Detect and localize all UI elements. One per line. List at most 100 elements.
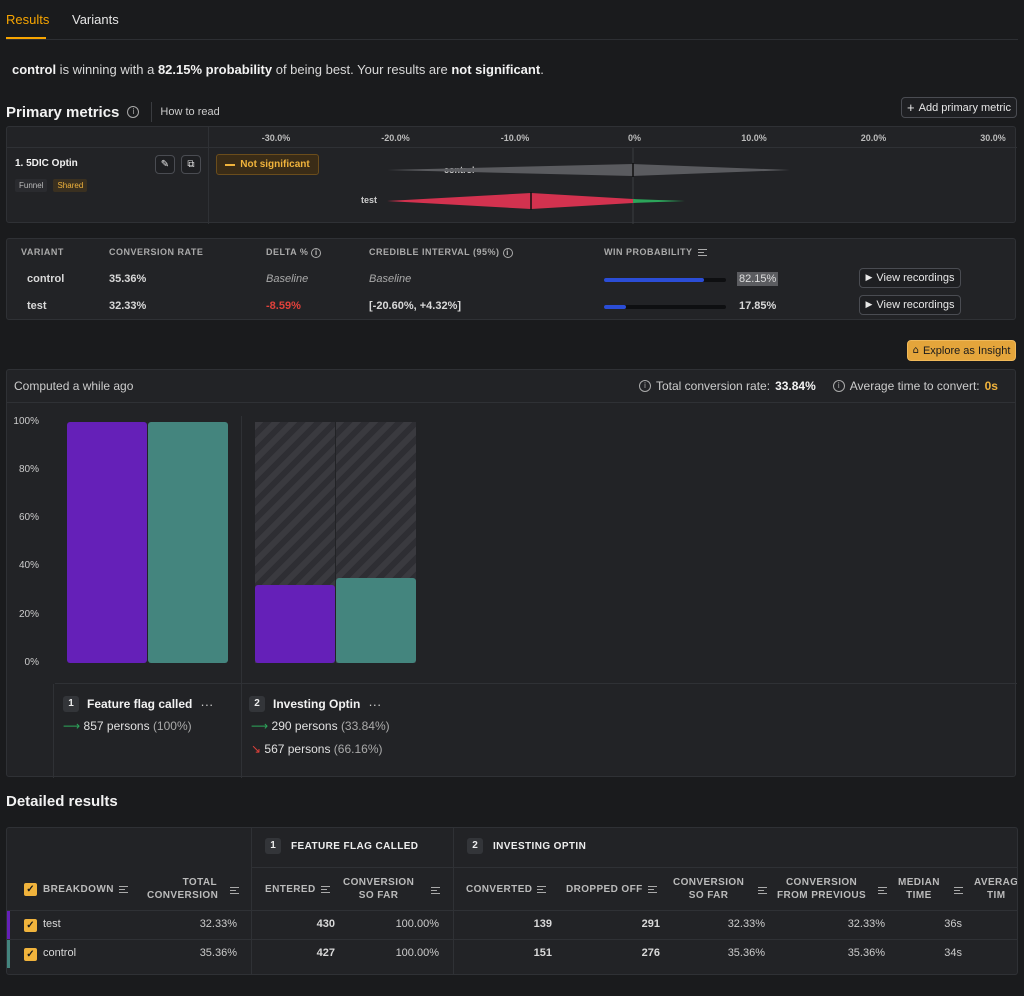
- add-primary-metric-button[interactable]: + Add primary metric: [901, 97, 1017, 118]
- sort-icon[interactable]: [758, 887, 767, 894]
- funnel-bar-test[interactable]: [67, 422, 147, 663]
- col-conversion-from-previous: CONVERSION FROM PREVIOUS: [777, 876, 866, 902]
- computed-label: Computed a while ago: [14, 379, 134, 393]
- view-recordings-button[interactable]: ▶ View recordings: [859, 295, 961, 315]
- select-all-checkbox[interactable]: ✓: [24, 883, 37, 896]
- funnel-panel: Computed a while ago i Total conversion …: [6, 369, 1017, 778]
- tab-variants[interactable]: Variants: [72, 12, 119, 27]
- more-icon[interactable]: ···: [200, 696, 214, 712]
- summary-leader: control: [12, 62, 57, 77]
- axis-tick-label: -10.0%: [500, 133, 530, 143]
- col-entered-label: ENTERED: [265, 884, 316, 895]
- divider: [7, 910, 1017, 911]
- col-variant: VARIANT: [21, 247, 64, 257]
- violin-control: [387, 164, 790, 176]
- axis-tick-label: 10.0%: [741, 133, 767, 143]
- view-recordings-label: View recordings: [876, 299, 955, 311]
- info-icon[interactable]: i: [502, 248, 513, 258]
- row-csf: 35.36%: [727, 947, 765, 959]
- average-time-value: 0s: [984, 379, 998, 393]
- arrow-right-icon: ⟶: [251, 719, 269, 733]
- dash-icon: [225, 163, 236, 166]
- funnel-bar-test[interactable]: [255, 585, 335, 663]
- row-variant: test: [27, 300, 47, 312]
- row-dropped: 291: [641, 918, 660, 930]
- win-probability-bar: [604, 305, 726, 309]
- step-2-dropped: ↘ 567 persons (66.16%): [251, 742, 383, 756]
- axis-tick-label: -20.0%: [381, 133, 410, 143]
- row-win: 82.15%: [737, 272, 779, 286]
- step-name: Feature flag called: [87, 697, 193, 711]
- summary-text-2: of being best. Your results are: [272, 62, 452, 77]
- summary-probability: 82.15% probability: [157, 62, 273, 77]
- row-name: control: [43, 947, 77, 959]
- col-breakdown-label: BREAKDOWN: [43, 884, 114, 895]
- funnel-bar-control[interactable]: [148, 422, 228, 663]
- more-icon[interactable]: ···: [368, 696, 382, 712]
- step-number: 2: [249, 696, 265, 712]
- sort-icon[interactable]: [697, 249, 707, 257]
- info-icon[interactable]: i: [832, 380, 845, 392]
- sort-icon[interactable]: [954, 887, 963, 894]
- sort-icon[interactable]: [118, 885, 128, 893]
- view-recordings-button[interactable]: ▶ View recordings: [859, 268, 961, 288]
- row-win: 17.85%: [739, 300, 777, 312]
- duplicate-metric-button[interactable]: ⧉: [181, 155, 201, 174]
- significance-badge: Not significant: [216, 154, 319, 175]
- how-to-read-link[interactable]: How to read: [160, 106, 220, 118]
- average-time-label: Average time to convert:: [849, 379, 980, 393]
- edit-metric-button[interactable]: ✎: [155, 155, 175, 174]
- tab-results[interactable]: Results: [6, 12, 50, 27]
- row-csf: 32.33%: [727, 918, 765, 930]
- row-cfp: 35.36%: [847, 947, 885, 959]
- row-name: test: [43, 918, 61, 930]
- add-primary-metric-label: Add primary metric: [918, 101, 1011, 114]
- play-icon: ▶: [865, 300, 873, 310]
- col-median-line2: TIME: [906, 890, 932, 901]
- col-credible-interval: CREDIBLE INTERVAL (95%) i: [369, 247, 513, 258]
- plus-icon: +: [907, 100, 915, 115]
- sort-icon[interactable]: [230, 887, 239, 894]
- detailed-results-title: Detailed results: [6, 793, 118, 810]
- divider: [251, 867, 1017, 868]
- divider: [7, 939, 1017, 940]
- sort-icon[interactable]: [647, 885, 657, 893]
- explore-as-insight-button[interactable]: ⌂ Explore as Insight: [907, 340, 1016, 361]
- primary-metrics-title: Primary metrics: [6, 103, 120, 121]
- col-delta: DELTA % i: [266, 247, 322, 258]
- series-color-marker: [7, 911, 10, 939]
- sort-icon[interactable]: [320, 885, 330, 893]
- row-checkbox[interactable]: ✓: [24, 948, 37, 961]
- delta-axis: -30.0% -20.0% -10.0% 0% 10.0% 20.0% 30.0%: [7, 127, 1017, 147]
- info-icon[interactable]: i: [639, 380, 651, 392]
- row-converted: 139: [533, 918, 552, 930]
- col-total-conversion: TOTAL CONVERSION: [147, 876, 218, 902]
- sort-icon[interactable]: [878, 887, 887, 894]
- row-entered: 430: [316, 918, 335, 930]
- col-cfp-line2: FROM PREVIOUS: [777, 890, 867, 901]
- funnel-bar-control[interactable]: [336, 577, 416, 663]
- info-icon[interactable]: i: [311, 248, 322, 258]
- row-cfp: 32.33%: [847, 918, 885, 930]
- row-checkbox[interactable]: ✓: [24, 919, 37, 932]
- series-color-marker: [7, 940, 10, 968]
- col-median-time: MEDIAN TIME: [898, 876, 940, 902]
- sort-icon[interactable]: [431, 887, 440, 894]
- funnel-bar-slot: [148, 422, 228, 663]
- sort-icon[interactable]: [537, 885, 547, 893]
- col-avg-line1: AVERAG: [974, 877, 1018, 888]
- y-tick-label: 0%: [24, 657, 39, 668]
- info-icon[interactable]: i: [127, 106, 140, 118]
- axis-tick-label: 20.0%: [860, 133, 887, 143]
- violin-label-test: test: [361, 195, 378, 205]
- total-conversion-value: 33.84%: [775, 379, 816, 393]
- step-divider: [241, 416, 242, 778]
- divider: [453, 828, 454, 974]
- col-win-label: WIN PROBABILITY: [604, 247, 693, 257]
- step-name: Investing Optin: [273, 697, 361, 711]
- win-probability-bar: [604, 278, 726, 282]
- step-number: 2: [467, 838, 483, 854]
- row-delta: Baseline: [266, 273, 309, 285]
- step-header-2: 2 INVESTING OPTIN: [467, 838, 586, 854]
- y-tick-label: 40%: [18, 560, 39, 571]
